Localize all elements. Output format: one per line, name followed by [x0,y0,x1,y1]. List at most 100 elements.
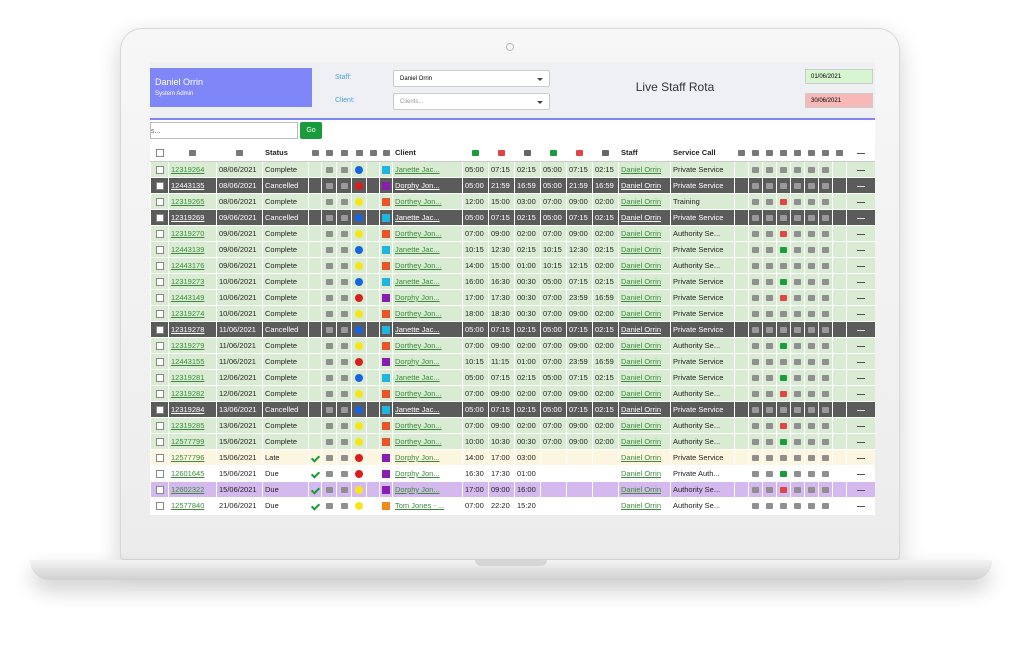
date-to[interactable]: 30/06/2021 [805,93,873,108]
client-link[interactable]: Dorthey Jon... [395,421,442,430]
staff-link[interactable]: Daniel Orrin [621,405,662,414]
client-link[interactable]: Janette Jac... [395,373,440,382]
row-checkbox[interactable] [155,486,164,494]
row-checkbox[interactable] [155,166,164,174]
staff-link[interactable]: Daniel Orrin [621,325,662,334]
id-link[interactable]: 12443176 [171,261,205,270]
id-link[interactable]: 12319273 [171,277,205,286]
cell: Due [262,481,309,498]
client-link[interactable]: Janette Jac... [395,277,440,286]
staff-link[interactable]: Daniel Orrin [621,389,662,398]
staff-link[interactable]: Daniel Orrin [621,373,662,382]
id-link[interactable]: 12319284 [171,405,205,414]
id-link[interactable]: 12319264 [171,165,205,174]
staff-link[interactable]: Daniel Orrin [621,341,662,350]
staff-link[interactable]: Daniel Orrin [621,213,662,222]
id-link[interactable]: 12319279 [171,341,205,350]
staff-link[interactable]: Daniel Orrin [621,229,662,238]
staff-link[interactable]: Daniel Orrin [621,485,662,494]
client-link[interactable]: Dorphy Jon... [395,357,440,366]
staff-link[interactable]: Daniel Orrin [621,165,662,174]
staff-link[interactable]: Daniel Orrin [621,197,662,206]
icon [355,214,363,222]
client-link[interactable]: Dorthey Jon... [395,261,442,270]
id-link[interactable]: 12319274 [171,309,205,318]
id-link[interactable]: 12602322 [171,485,205,494]
client-link[interactable]: Tom Jones - ... [395,501,445,510]
id-link[interactable]: 12319278 [171,325,205,334]
client-link[interactable]: Janette Jac... [395,213,440,222]
row-checkbox[interactable] [155,438,164,446]
row-checkbox[interactable] [155,278,164,286]
staff-link[interactable]: Daniel Orrin [621,181,662,190]
staff-link[interactable]: Daniel Orrin [621,261,662,270]
id-link[interactable]: 12319265 [171,197,205,206]
client-link[interactable]: Dorthey Jon... [395,341,442,350]
row-checkbox[interactable] [155,326,164,334]
staff-link[interactable]: Daniel Orrin [621,293,662,302]
staff-link[interactable]: Daniel Orrin [621,453,662,462]
id-link[interactable]: 12577840 [171,501,205,510]
client-link[interactable]: Dorthey Jon... [395,389,442,398]
go-button[interactable]: Go [300,122,322,139]
date-from[interactable]: 01/06/2021 [805,69,873,84]
row-checkbox[interactable] [155,422,164,430]
staff-link[interactable]: Daniel Orrin [621,357,662,366]
staff-link[interactable]: Daniel Orrin [621,421,662,430]
row-checkbox[interactable] [155,342,164,350]
client-link[interactable]: Dorphy Jon... [395,469,440,478]
id-link[interactable]: 12443155 [171,357,205,366]
client-link[interactable]: Dorphy Jon... [395,293,440,302]
client-link[interactable]: Janette Jac... [395,245,440,254]
client-link[interactable]: Janette Jac... [395,165,440,174]
row-checkbox[interactable] [155,294,164,302]
row-checkbox[interactable] [155,374,164,382]
row-checkbox[interactable] [155,470,164,478]
staff-link[interactable]: Daniel Orrin [621,469,662,478]
id-link[interactable]: 12319281 [171,373,205,382]
staff-select[interactable]: Daniel Orrin [393,70,550,87]
row-checkbox[interactable] [155,262,164,270]
row-checkbox[interactable] [155,390,164,398]
status: Complete [265,373,298,382]
row-checkbox[interactable] [155,454,164,462]
row-checkbox[interactable] [155,182,164,190]
client-link[interactable]: Dorthey Jon... [395,437,442,446]
row-checkbox[interactable] [155,198,164,206]
search-select[interactable]: s... [150,122,298,139]
client-link[interactable]: Dorthey Jon... [395,309,442,318]
id-link[interactable]: 12319285 [171,421,205,430]
staff-link[interactable]: Daniel Orrin [621,437,662,446]
service: Authority Se... [673,389,721,398]
client-select[interactable]: Clients... [393,93,550,110]
row-checkbox[interactable] [155,406,164,414]
id-link[interactable]: 12319269 [171,213,205,222]
client-link[interactable]: Janette Jac... [395,405,440,414]
staff-link[interactable]: Daniel Orrin [621,245,662,254]
row-checkbox[interactable] [155,358,164,366]
row-checkbox[interactable] [155,214,164,222]
client-link[interactable]: Janette Jac... [395,325,440,334]
id-link[interactable]: 12443139 [171,245,205,254]
client-link[interactable]: Dorphy Jon... [395,181,440,190]
row-checkbox[interactable] [155,502,164,510]
id-link[interactable]: 12443135 [171,181,205,190]
client-link[interactable]: Dorphy Jon... [395,485,440,494]
icon [857,152,865,154]
client-link[interactable]: Dorthey Jon... [395,197,442,206]
id-link[interactable]: 12319270 [171,229,205,238]
id-link[interactable]: 12601645 [171,469,205,478]
id-link[interactable]: 12577799 [171,437,205,446]
id-link[interactable]: 12443149 [171,293,205,302]
row-checkbox[interactable] [155,310,164,318]
row-checkbox[interactable] [155,246,164,254]
client-link[interactable]: Dorthey Jon... [395,229,442,238]
cell: Tom Jones - ... [392,497,463,514]
staff-link[interactable]: Daniel Orrin [621,277,662,286]
staff-link[interactable]: Daniel Orrin [621,501,662,510]
row-checkbox[interactable] [155,230,164,238]
id-link[interactable]: 12319282 [171,389,205,398]
id-link[interactable]: 12577796 [171,453,205,462]
staff-link[interactable]: Daniel Orrin [621,309,662,318]
client-link[interactable]: Dorphy Jon... [395,453,440,462]
